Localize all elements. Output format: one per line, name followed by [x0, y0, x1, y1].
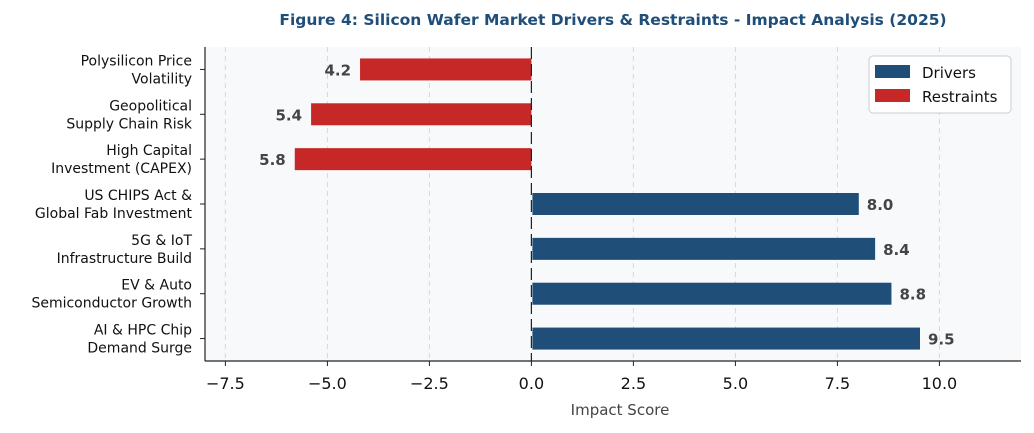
x-tick-label: 7.5 — [825, 374, 850, 393]
bar — [311, 103, 532, 126]
x-tick-label: 2.5 — [621, 374, 646, 393]
data-label: 5.4 — [276, 106, 303, 124]
y-tick-label: 5G & IoT — [131, 233, 192, 249]
y-tick-label: Infrastructure Build — [57, 251, 192, 267]
legend-swatch — [875, 65, 910, 78]
x-axis-label: Impact Score — [571, 401, 670, 419]
x-tick-label: −7.5 — [206, 374, 245, 393]
x-tick-label: −2.5 — [410, 374, 449, 393]
data-label: 8.8 — [899, 286, 926, 304]
y-tick-label: Global Fab Investment — [35, 206, 193, 222]
y-tick-label: Semiconductor Growth — [31, 296, 192, 312]
data-label: 9.5 — [928, 331, 955, 349]
legend-label: Restraints — [922, 88, 998, 106]
data-label: 4.2 — [324, 61, 351, 79]
y-tick-label: Demand Surge — [87, 341, 192, 357]
bar — [360, 58, 532, 81]
y-tick-label: US CHIPS Act & — [84, 188, 192, 204]
data-label: 8.4 — [883, 241, 910, 259]
legend-swatch — [875, 89, 910, 102]
x-tick-label: −5.0 — [308, 374, 347, 393]
y-tick-label: Geopolitical — [109, 98, 192, 114]
bar — [532, 193, 859, 215]
data-label: 5.8 — [259, 151, 286, 169]
x-tick-label: 10.0 — [922, 374, 958, 393]
y-tick-label: Investment (CAPEX) — [51, 161, 192, 177]
y-tick-label: EV & Auto — [121, 278, 192, 294]
bar — [532, 237, 876, 260]
y-tick-label: Supply Chain Risk — [66, 116, 193, 132]
bar — [532, 282, 892, 305]
chart-title: Figure 4: Silicon Wafer Market Drivers &… — [279, 11, 947, 29]
legend-label: Drivers — [922, 64, 976, 82]
y-tick-label: Volatility — [132, 71, 192, 87]
y-tick-label: High Capital — [106, 143, 192, 159]
y-tick-label: Polysilicon Price — [81, 53, 192, 69]
x-tick-label: 0.0 — [519, 374, 544, 393]
bar — [532, 327, 920, 350]
data-label: 8.0 — [867, 196, 894, 214]
y-tick-label: AI & HPC Chip — [94, 323, 192, 339]
bar — [294, 148, 532, 171]
x-tick-label: 5.0 — [723, 374, 748, 393]
